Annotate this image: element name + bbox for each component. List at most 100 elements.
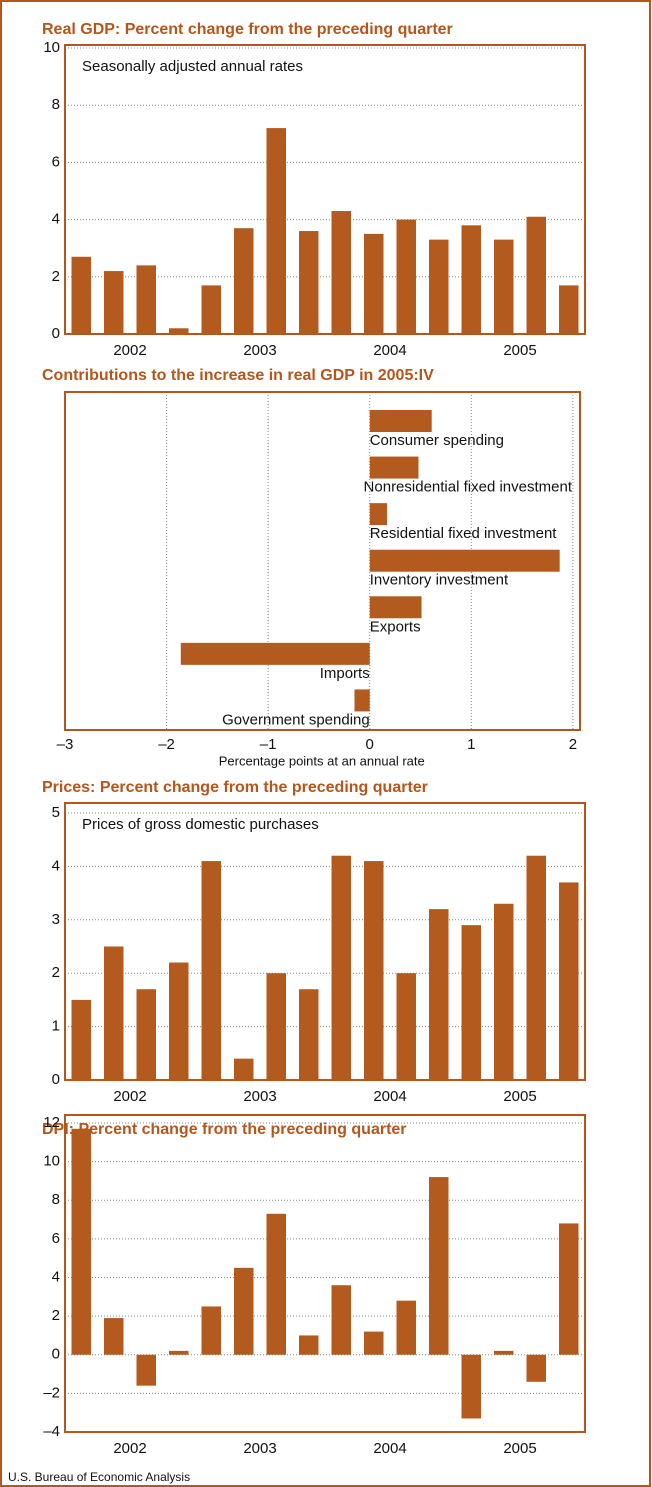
x-tick-label: –1 — [260, 736, 277, 753]
bar — [136, 265, 156, 334]
plot-frame — [64, 44, 586, 335]
chart-title: Prices: Percent change from the precedin… — [42, 779, 428, 796]
bar-label: Exports — [370, 618, 421, 635]
bar — [234, 228, 254, 334]
y-tick-label: 4 — [52, 211, 60, 228]
bar — [494, 903, 514, 1080]
bar — [169, 1350, 189, 1355]
bar — [396, 219, 416, 334]
x-tick-label: 2005 — [503, 1440, 536, 1457]
bar — [169, 962, 189, 1080]
bar — [369, 549, 560, 572]
bar — [354, 689, 370, 712]
bar — [526, 855, 546, 1080]
x-tick-label: 2003 — [243, 1088, 276, 1105]
bar — [461, 1354, 481, 1419]
x-tick-label: 0 — [366, 736, 374, 753]
y-tick-label: 3 — [52, 911, 60, 928]
bar-label: Nonresidential fixed investment — [364, 479, 573, 496]
bar — [104, 1318, 124, 1355]
y-tick-label: 0 — [52, 325, 60, 342]
bar — [266, 973, 286, 1080]
x-tick-label: 2004 — [373, 342, 406, 359]
y-tick-label: 5 — [52, 804, 60, 821]
x-tick-label: 2 — [569, 736, 577, 753]
bar — [559, 285, 579, 334]
bar — [234, 1058, 254, 1080]
x-tick-label: 2004 — [373, 1088, 406, 1105]
bar — [429, 909, 449, 1080]
y-tick-label: 2 — [52, 268, 60, 285]
bar — [104, 271, 124, 334]
x-tick-label: –2 — [158, 736, 175, 753]
bar — [234, 1267, 254, 1355]
bar — [364, 861, 384, 1080]
bar — [461, 225, 481, 334]
y-tick-label: 0 — [52, 1346, 60, 1363]
y-tick-label: 12 — [43, 1114, 60, 1131]
bar — [559, 1223, 579, 1355]
bar — [169, 328, 189, 334]
bar — [396, 973, 416, 1080]
chart-title: Contributions to the increase in real GD… — [42, 367, 434, 384]
bar — [369, 410, 432, 432]
bar — [299, 989, 319, 1080]
bar — [136, 989, 156, 1080]
bar — [71, 256, 91, 334]
y-tick-label: 10 — [43, 1153, 60, 1170]
x-tick-label: 2003 — [243, 342, 276, 359]
bar — [299, 231, 319, 334]
bar — [559, 882, 579, 1080]
y-tick-label: 6 — [52, 153, 60, 170]
bar-label: Consumer spending — [370, 432, 504, 449]
bar — [299, 1335, 319, 1355]
x-tick-label: 2005 — [503, 342, 536, 359]
bar — [331, 855, 351, 1080]
bar — [136, 1354, 156, 1386]
bar — [331, 1285, 351, 1355]
bar — [201, 1306, 221, 1355]
bar — [266, 128, 286, 334]
bar — [71, 999, 91, 1080]
y-tick-label: 2 — [52, 964, 60, 981]
bar — [429, 239, 449, 334]
x-tick-label: 2005 — [503, 1088, 536, 1105]
bar — [526, 216, 546, 334]
y-tick-label: 1 — [52, 1018, 60, 1035]
bar — [104, 946, 124, 1080]
y-tick-label: 2 — [52, 1307, 60, 1324]
bar — [494, 1350, 514, 1355]
x-axis-label: Percentage points at an annual rate — [219, 753, 425, 768]
subtitle: Prices of gross domestic purchases — [82, 816, 319, 833]
bar — [201, 861, 221, 1080]
bar — [331, 211, 351, 334]
bar — [461, 925, 481, 1080]
plot-frame — [64, 391, 581, 731]
bar-label: Government spending — [222, 711, 370, 728]
x-tick-label: 2004 — [373, 1440, 406, 1457]
chart-title: Real GDP: Percent change from the preced… — [42, 21, 453, 38]
y-tick-label: 4 — [52, 857, 60, 874]
bar — [429, 1177, 449, 1355]
bar — [369, 596, 422, 619]
x-tick-label: 2003 — [243, 1440, 276, 1457]
y-tick-label: 10 — [43, 39, 60, 56]
bar — [494, 239, 514, 334]
bar-label: Residential fixed investment — [370, 525, 558, 542]
x-tick-label: 1 — [467, 736, 475, 753]
x-tick-label: –3 — [57, 736, 74, 753]
bar — [396, 1300, 416, 1355]
subtitle: Seasonally adjusted annual rates — [82, 58, 303, 75]
x-tick-label: 2002 — [113, 1440, 146, 1457]
bar — [71, 1128, 91, 1355]
plot-frame — [64, 802, 586, 1081]
y-tick-label: 4 — [52, 1268, 60, 1285]
bar-label: Inventory investment — [370, 572, 509, 589]
bar — [364, 233, 384, 334]
bar — [180, 642, 370, 665]
y-tick-label: 6 — [52, 1230, 60, 1247]
bar — [364, 1331, 384, 1355]
bar-label: Imports — [320, 665, 370, 682]
